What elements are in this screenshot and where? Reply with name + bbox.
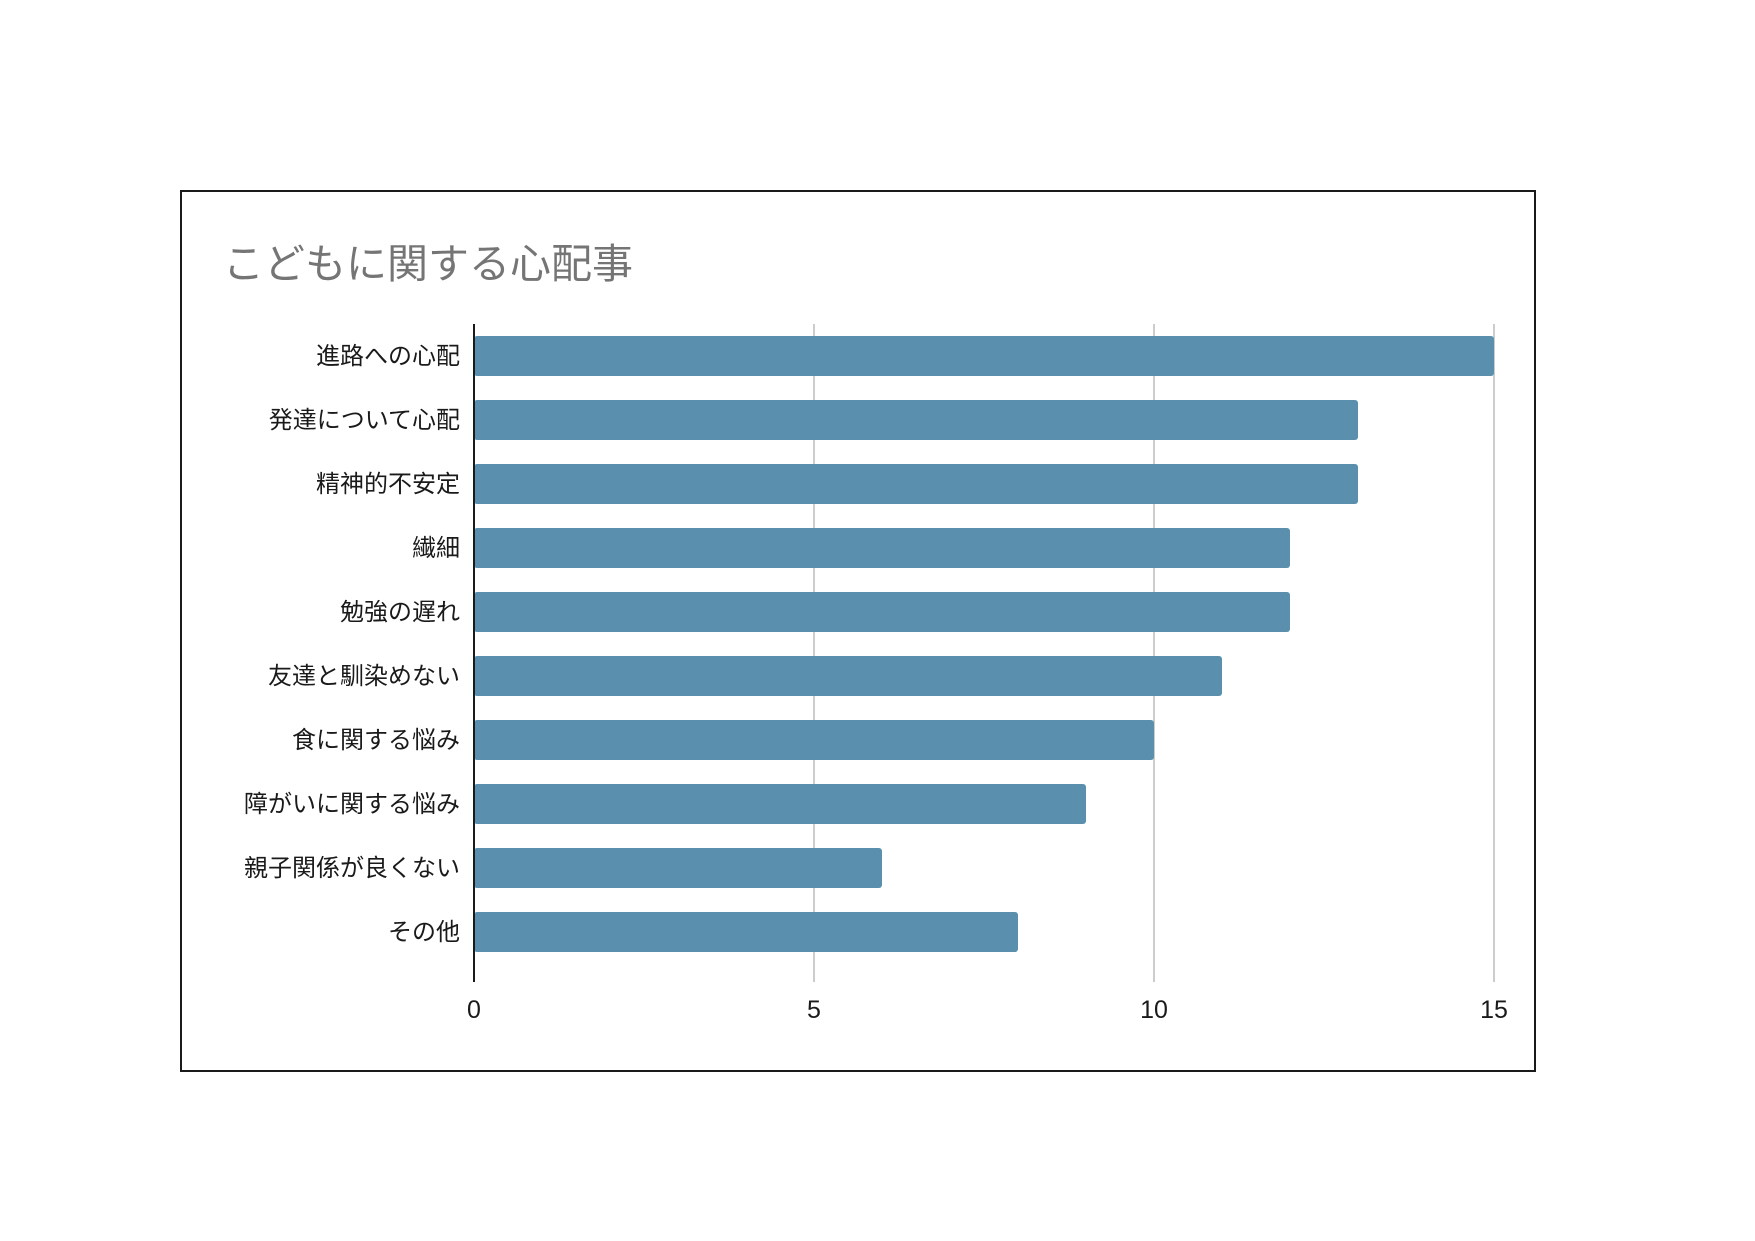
- category-label: 繊細: [412, 534, 460, 562]
- chart-frame: こどもに関する心配事 進路への心配発達について心配精神的不安定繊細勉強の遅れ友達…: [180, 190, 1536, 1072]
- bar: [474, 720, 1154, 760]
- category-label: 発達について心配: [269, 406, 460, 434]
- chart-title: こどもに関する心配事: [223, 240, 633, 288]
- category-label: その他: [388, 918, 460, 946]
- category-label: 食に関する悩み: [292, 726, 460, 754]
- category-label: 勉強の遅れ: [340, 598, 460, 626]
- x-tick-label: 15: [1480, 996, 1508, 1024]
- x-axis-tick-labels: 0 5 10 15: [467, 996, 1508, 1024]
- bar: [474, 912, 1018, 952]
- bar: [474, 592, 1290, 632]
- category-label: 親子関係が良くない: [244, 854, 460, 882]
- category-labels: 進路への心配発達について心配精神的不安定繊細勉強の遅れ友達と馴染めない食に関する…: [244, 342, 460, 946]
- bar: [474, 336, 1494, 376]
- x-tick-label: 10: [1140, 996, 1168, 1024]
- x-tick-label: 0: [467, 996, 481, 1024]
- category-label: 進路への心配: [316, 342, 460, 370]
- bar: [474, 400, 1358, 440]
- category-label: 精神的不安定: [316, 470, 460, 498]
- bar: [474, 848, 882, 888]
- bar: [474, 464, 1358, 504]
- bar-chart: こどもに関する心配事 進路への心配発達について心配精神的不安定繊細勉強の遅れ友達…: [223, 240, 1508, 1024]
- category-label: 友達と馴染めない: [268, 662, 460, 690]
- bars: [474, 336, 1494, 952]
- bar: [474, 784, 1086, 824]
- bar: [474, 528, 1290, 568]
- x-tick-label: 5: [807, 996, 821, 1024]
- bar: [474, 656, 1222, 696]
- category-label: 障がいに関する悩み: [244, 790, 460, 818]
